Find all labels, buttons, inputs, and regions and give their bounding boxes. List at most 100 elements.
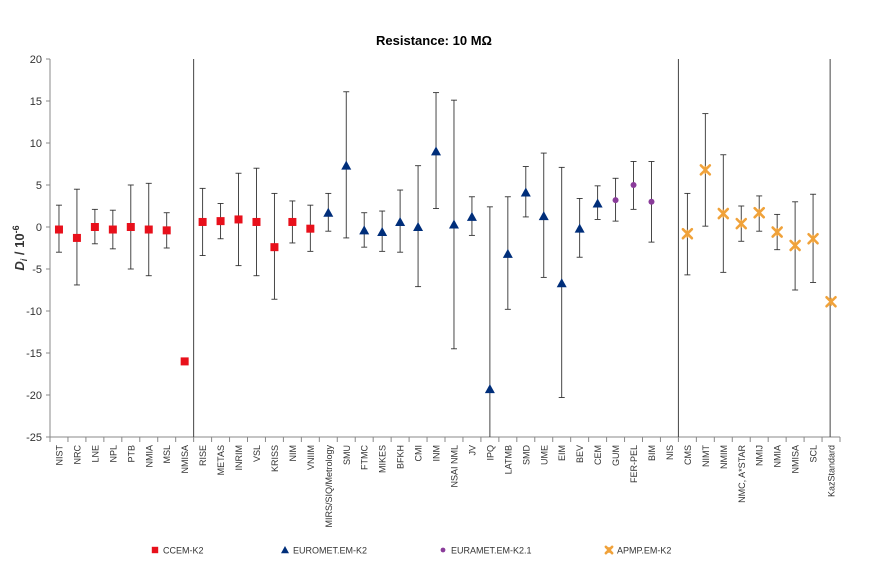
- legend-item-apmp-em-k2: APMP.EM-K2: [604, 545, 671, 556]
- x-tick-label-nimt: NIMT: [701, 445, 711, 467]
- x-tick-label-vsl: VSL: [252, 445, 262, 462]
- y-axis-title-exponent: -6: [11, 225, 21, 233]
- x-tick-label-metas: METAS: [216, 445, 226, 475]
- data-point-ccem-k2-msl: [162, 226, 171, 235]
- legend: CCEM-K2 EUROMET.EM-K2 EURAMET.EM-K2.1 APMP.…: [151, 545, 671, 556]
- legend-label-euromet-em-k2: EUROMET.EM-K2: [293, 546, 367, 556]
- data-point-euromet-em-k2-smd: [520, 187, 531, 197]
- legend-marker-euramet-em-k2-1: [440, 547, 446, 553]
- x-tick-label-npl: NPL: [108, 445, 118, 463]
- data-point-apmp-em-k2-nmim: [717, 207, 730, 220]
- x-tick-label-fer-pel: FER-PEL: [629, 445, 639, 483]
- data-point-ccem-k2-nist: [54, 225, 63, 234]
- x-tick-label-cem: CEM: [593, 445, 603, 465]
- y-axis-title-unit: / 10: [12, 233, 27, 258]
- x-tick-label-nmia: NMIA: [773, 445, 783, 468]
- x-tick-label-nmim: NMIM: [719, 445, 729, 469]
- svg-text:Di / 10-6: Di / 10-6: [11, 225, 29, 270]
- x-tick-label-nist: NIST: [54, 445, 64, 466]
- data-point-euromet-em-k2-ftmc: [359, 225, 370, 235]
- x-tick-label-eim: EIM: [557, 445, 567, 461]
- x-tick-label-cmi: CMI: [414, 445, 424, 462]
- x-tick-label-inrim: INRIM: [234, 445, 244, 471]
- y-tick-label: -15: [26, 348, 42, 360]
- x-tick-label-nmisa: NMISA: [791, 445, 801, 474]
- x-tick-label-nmia: NMIA: [144, 445, 154, 468]
- y-tick-label: -10: [26, 306, 42, 318]
- data-point-ccem-k2-ptb: [126, 223, 135, 231]
- x-tick-label-nmc-a-star: NMC, A*STAR: [737, 445, 747, 503]
- y-tick-label: 20: [30, 54, 42, 66]
- x-tick-label-nrc: NRC: [72, 445, 82, 465]
- x-tick-label-ipq: IPQ: [485, 445, 495, 461]
- legend-marker-apmp-em-k2: [604, 545, 614, 555]
- data-point-euramet-em-k2-1-gum: [612, 197, 619, 204]
- y-tick-label: 15: [30, 96, 42, 108]
- legend-item-ccem-k2: CCEM-K2: [151, 546, 204, 556]
- data-point-ccem-k2-vsl: [252, 217, 261, 226]
- data-point-ccem-k2-nmisa: [180, 357, 189, 366]
- x-tick-label-nim: NIM: [288, 445, 298, 462]
- legend-item-euromet-em-k2: EUROMET.EM-K2: [281, 546, 367, 556]
- data-point-ccem-k2-rise: [198, 217, 207, 226]
- x-tick-label-nis: NIS: [665, 445, 675, 460]
- x-tick-label-ume: UME: [539, 445, 549, 465]
- data-point-ccem-k2-vniim: [306, 224, 315, 233]
- data-point-apmp-em-k2-nmij: [753, 206, 766, 219]
- data-point-ccem-k2-npl: [108, 225, 117, 234]
- data-point-apmp-em-k2-nmisa: [789, 239, 801, 252]
- data-point-euromet-em-k2-nsai-nml: [448, 219, 459, 229]
- data-point-ccem-k2-lne: [90, 223, 99, 231]
- data-point-euramet-em-k2-1-bim: [648, 198, 655, 205]
- x-tick-label-scl: SCL: [809, 445, 819, 463]
- x-tick-label-mirs-siq-metrology: MIRS/SIQ/Metrology: [324, 445, 334, 528]
- y-tick-label: 10: [30, 138, 42, 150]
- data-point-euromet-em-k2-cem: [592, 198, 603, 208]
- y-axis-title: Di / 10-6: [11, 225, 29, 270]
- data-point-euromet-em-k2-bev: [574, 223, 585, 233]
- y-tick-label: 0: [36, 222, 42, 234]
- data-point-ccem-k2-nrc: [72, 233, 81, 242]
- x-tick-label-nmij: NMIJ: [755, 445, 765, 466]
- data-point-euromet-em-k2-cmi: [413, 222, 424, 231]
- legend-item-euramet-em-k2-1: EURAMET.EM-K2.1: [440, 546, 532, 556]
- data-point-apmp-em-k2-nimt: [699, 164, 712, 176]
- x-tick-label-inm: INM: [432, 445, 442, 462]
- data-point-euromet-em-k2-eim: [556, 278, 567, 288]
- data-point-euromet-em-k2-inm: [431, 146, 442, 156]
- data-point-apmp-em-k2-kazstandard: [825, 295, 837, 308]
- chart-title: Resistance: 10 MΩ: [376, 33, 492, 48]
- y-axis-title-main: D: [12, 261, 27, 271]
- x-tick-label-nmisa: NMISA: [180, 445, 190, 474]
- x-tick-label-bim: BIM: [647, 445, 657, 461]
- data-point-ccem-k2-kriss: [270, 243, 279, 252]
- data-point-euromet-em-k2-ipq: [484, 384, 495, 394]
- x-tick-label-smu: SMU: [342, 445, 352, 465]
- data-point-euromet-em-k2-ume: [538, 211, 549, 221]
- data-point-euromet-em-k2-mikes: [377, 227, 388, 237]
- x-tick-label-cms: CMS: [683, 445, 693, 465]
- data-point-ccem-k2-nim: [288, 217, 297, 226]
- y-tick-label: -25: [26, 432, 42, 444]
- data-point-euromet-em-k2-latmb: [502, 248, 513, 258]
- y-tick-label: 5: [36, 180, 42, 192]
- data-point-apmp-em-k2-nmia: [771, 226, 783, 238]
- y-axis-title-subscript: i: [19, 258, 29, 261]
- x-tick-label-mikes: MIKES: [378, 445, 388, 473]
- x-tick-label-msl: MSL: [162, 445, 172, 464]
- x-tick-label-nsai-nml: NSAI NML: [449, 445, 459, 488]
- x-tick-label-lne: LNE: [90, 445, 100, 463]
- plot-area: -25 -20 -15 -10 -5 0 5 10 15 20 NIST NRC LNE NPL PTB NM…: [26, 54, 841, 528]
- x-tick-label-jv: JV: [467, 445, 477, 456]
- data-point-apmp-em-k2-nmc-a-star: [735, 217, 748, 230]
- data-point-euramet-em-k2-1-fer-pel: [630, 182, 637, 188]
- legend-label-ccem-k2: CCEM-K2: [163, 546, 204, 556]
- x-tick-label-kazstandard: KazStandard: [827, 445, 837, 497]
- x-tick-label-latmb: LATMB: [503, 445, 513, 474]
- legend-marker-ccem-k2: [151, 546, 159, 554]
- x-tick-label-ftmc: FTMC: [360, 445, 370, 470]
- legend-marker-euromet-em-k2: [281, 546, 289, 554]
- x-tick-label-smd: SMD: [521, 445, 531, 466]
- x-tick-label-kriss: KRISS: [270, 445, 280, 472]
